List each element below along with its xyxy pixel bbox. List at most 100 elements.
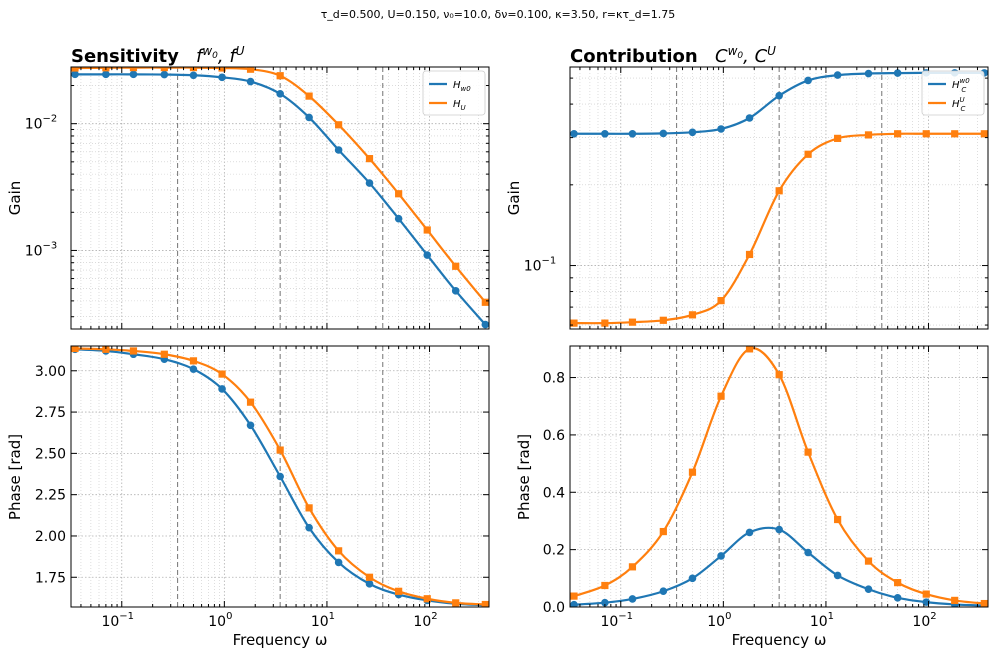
- y-axis-label: Phase [rad]: [6, 434, 24, 520]
- legend-label: Hw0 C: [952, 77, 970, 94]
- data-point: [864, 69, 873, 78]
- data-point: [481, 320, 489, 329]
- data-point: [745, 250, 754, 259]
- data-point: [628, 129, 637, 138]
- data-point: [570, 592, 578, 600]
- y-tick-label: 0.0: [543, 600, 565, 616]
- data-point: [893, 594, 902, 602]
- contribution-phase-panel: 10−1 100 101 102 0.8 0.6 0.4 0.2 0.0 Phase [rad]…: [515, 345, 989, 649]
- data-point: [395, 190, 403, 198]
- data-point: [189, 357, 198, 365]
- y-axis-label: Gain: [505, 181, 523, 216]
- data-point: [452, 599, 460, 607]
- data-point: [628, 318, 637, 326]
- y-axis-label: Gain: [6, 181, 24, 216]
- y-tick-label: 2.50: [35, 446, 66, 462]
- data-point: [688, 574, 697, 583]
- data-point: [481, 298, 489, 306]
- data-point: [601, 129, 609, 138]
- x-tick-label: 10−1: [600, 611, 633, 630]
- y-tick-label: 3.00: [35, 364, 66, 380]
- data-point: [71, 346, 79, 353]
- axes: 10−1: [524, 66, 989, 330]
- data-point: [335, 121, 343, 129]
- data-point: [102, 346, 110, 353]
- legend: Hw0 HU: [422, 70, 486, 116]
- data-point: [745, 346, 754, 353]
- y-tick-label: 10−3: [25, 240, 58, 259]
- data-point: [365, 580, 374, 588]
- data-point: [717, 297, 725, 305]
- x-tick-label: 100: [707, 611, 731, 630]
- data-point: [246, 421, 255, 430]
- data-point: [775, 371, 783, 379]
- data-point: [570, 129, 578, 138]
- data-point: [129, 347, 138, 355]
- data-point: [601, 319, 609, 327]
- data-point: [276, 90, 284, 98]
- series-group: [570, 69, 988, 327]
- y-tick-label: 0.6: [543, 428, 565, 444]
- data-point: [276, 446, 284, 454]
- data-point: [628, 563, 637, 571]
- data-point: [218, 370, 226, 378]
- data-point: [570, 319, 578, 327]
- y-tick-label: 10−1: [524, 256, 557, 275]
- data-point: [365, 155, 374, 163]
- panel-title-math: fw0, fU: [196, 44, 245, 67]
- data-point: [305, 92, 313, 100]
- data-point: [423, 226, 431, 234]
- data-point: [834, 134, 842, 142]
- axes-frame: [569, 345, 989, 608]
- data-point: [745, 528, 754, 537]
- axes-frame: [70, 345, 490, 608]
- data-point: [160, 67, 168, 72]
- data-point: [980, 599, 988, 607]
- data-point: [804, 548, 812, 557]
- data-point: [717, 392, 725, 400]
- data-point: [894, 579, 902, 587]
- data-point: [951, 130, 959, 138]
- figure-suptitle: τ_d=0.500, U=0.150, ν₀=10.0, δν=0.100, κ…: [321, 8, 676, 21]
- data-point: [864, 585, 873, 594]
- data-point: [775, 91, 783, 100]
- x-axis-label: Frequency ω: [732, 631, 827, 649]
- data-point: [659, 316, 667, 324]
- contribution-gain-panel: 10−1 Contribution Cw0, CU Gain Hw0 C HU C: [505, 44, 989, 330]
- data-point: [833, 571, 842, 580]
- x-tick-label: 102: [912, 611, 936, 630]
- data-point: [305, 113, 313, 122]
- data-point: [894, 130, 902, 138]
- data-point: [276, 472, 284, 481]
- data-point: [864, 557, 873, 565]
- axes: 10−2 10−3: [25, 66, 490, 330]
- y-tick-label: 0.4: [543, 485, 565, 501]
- data-point: [395, 587, 403, 595]
- cutoff-lines: [676, 67, 883, 329]
- series-group: [570, 346, 988, 607]
- data-point: [601, 598, 609, 607]
- data-point: [129, 70, 138, 79]
- y-tick-label: 10−2: [25, 114, 58, 133]
- data-point: [71, 67, 79, 72]
- data-point: [218, 385, 226, 393]
- y-tick-label: 2.00: [35, 529, 66, 545]
- data-point: [688, 468, 697, 476]
- y-axis-label: Phase [rad]: [515, 434, 533, 520]
- legend-label: HU: [453, 99, 466, 112]
- data-point: [189, 71, 198, 80]
- cutoff-lines: [676, 346, 883, 607]
- data-point: [834, 515, 842, 524]
- grid: [71, 67, 489, 329]
- axes-frame: [70, 66, 490, 330]
- data-point: [218, 67, 226, 72]
- data-point: [451, 287, 460, 295]
- data-point: [659, 587, 668, 596]
- grid: [570, 346, 988, 607]
- data-point: [129, 67, 138, 72]
- data-point: [160, 70, 169, 79]
- y-tick-label: 0.2: [543, 543, 565, 559]
- data-point: [745, 114, 754, 122]
- data-point: [481, 600, 489, 607]
